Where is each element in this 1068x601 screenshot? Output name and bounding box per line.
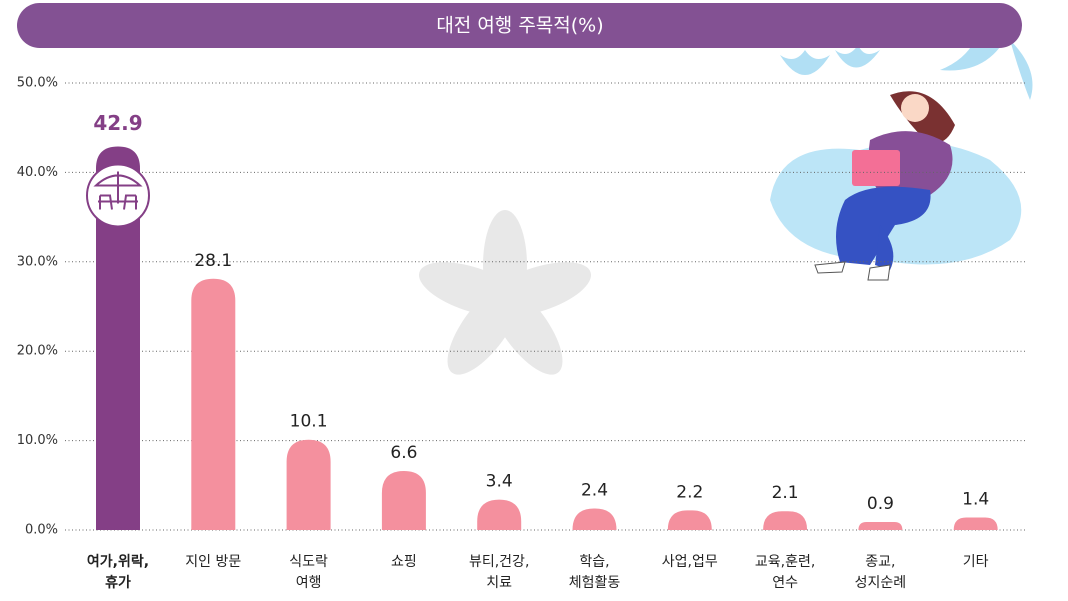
bar bbox=[382, 471, 426, 530]
value-label: 1.4 bbox=[962, 489, 989, 509]
page: 대전 여행 주목적(%) 0.0% 10.0% 20.0% 30.0% 40.0% 50.… bbox=[0, 0, 1068, 601]
value-label: 2.4 bbox=[581, 481, 608, 501]
bar bbox=[287, 440, 331, 530]
bar bbox=[573, 509, 617, 530]
icon bbox=[87, 164, 149, 226]
bar bbox=[191, 279, 235, 530]
x-tick-label: 뷰티,건강, 치료 bbox=[454, 552, 544, 594]
bar bbox=[858, 522, 902, 530]
chart: 대전 여행 주목적(%) 0.0% 10.0% 20.0% 30.0% 40.0% 50.… bbox=[0, 0, 1068, 601]
y-tick-label: 20.0% bbox=[17, 344, 58, 359]
x-tick-label: 기타 bbox=[931, 552, 1021, 573]
value-label: 6.6 bbox=[390, 443, 417, 463]
y-tick-label: 50.0% bbox=[17, 76, 58, 91]
value-label: 28.1 bbox=[194, 251, 232, 271]
x-tick-label: 식도락 여행 bbox=[264, 552, 354, 594]
x-tick-label: 쇼핑 bbox=[359, 552, 449, 573]
x-tick-label: 종교, 성지순례 bbox=[835, 552, 925, 594]
bar bbox=[668, 510, 712, 530]
y-tick-label: 10.0% bbox=[17, 433, 58, 448]
decoration bbox=[413, 30, 1033, 386]
bar bbox=[477, 500, 521, 530]
value-label: 0.9 bbox=[867, 494, 894, 514]
value-label: 2.2 bbox=[676, 482, 703, 502]
y-tick-label: 40.0% bbox=[17, 165, 58, 180]
value-label: 2.1 bbox=[772, 483, 799, 503]
x-tick-label: 사업,업무 bbox=[645, 552, 735, 573]
bar bbox=[763, 511, 807, 530]
x-tick-label: 교육,훈련, 연수 bbox=[740, 552, 830, 594]
y-tick-label: 30.0% bbox=[17, 254, 58, 269]
value-label: 10.1 bbox=[290, 412, 328, 432]
value-label: 3.4 bbox=[486, 472, 513, 492]
x-tick-label: 여가,위락, 휴가 bbox=[73, 552, 163, 594]
x-tick-label: 학습, 체험활동 bbox=[550, 552, 640, 594]
value-label: 42.9 bbox=[93, 111, 142, 135]
bar bbox=[954, 517, 998, 530]
y-tick-label: 0.0% bbox=[25, 523, 58, 538]
chart-title: 대전 여행 주목적(%) bbox=[436, 15, 603, 37]
x-tick-label: 지인 방문 bbox=[168, 552, 258, 573]
